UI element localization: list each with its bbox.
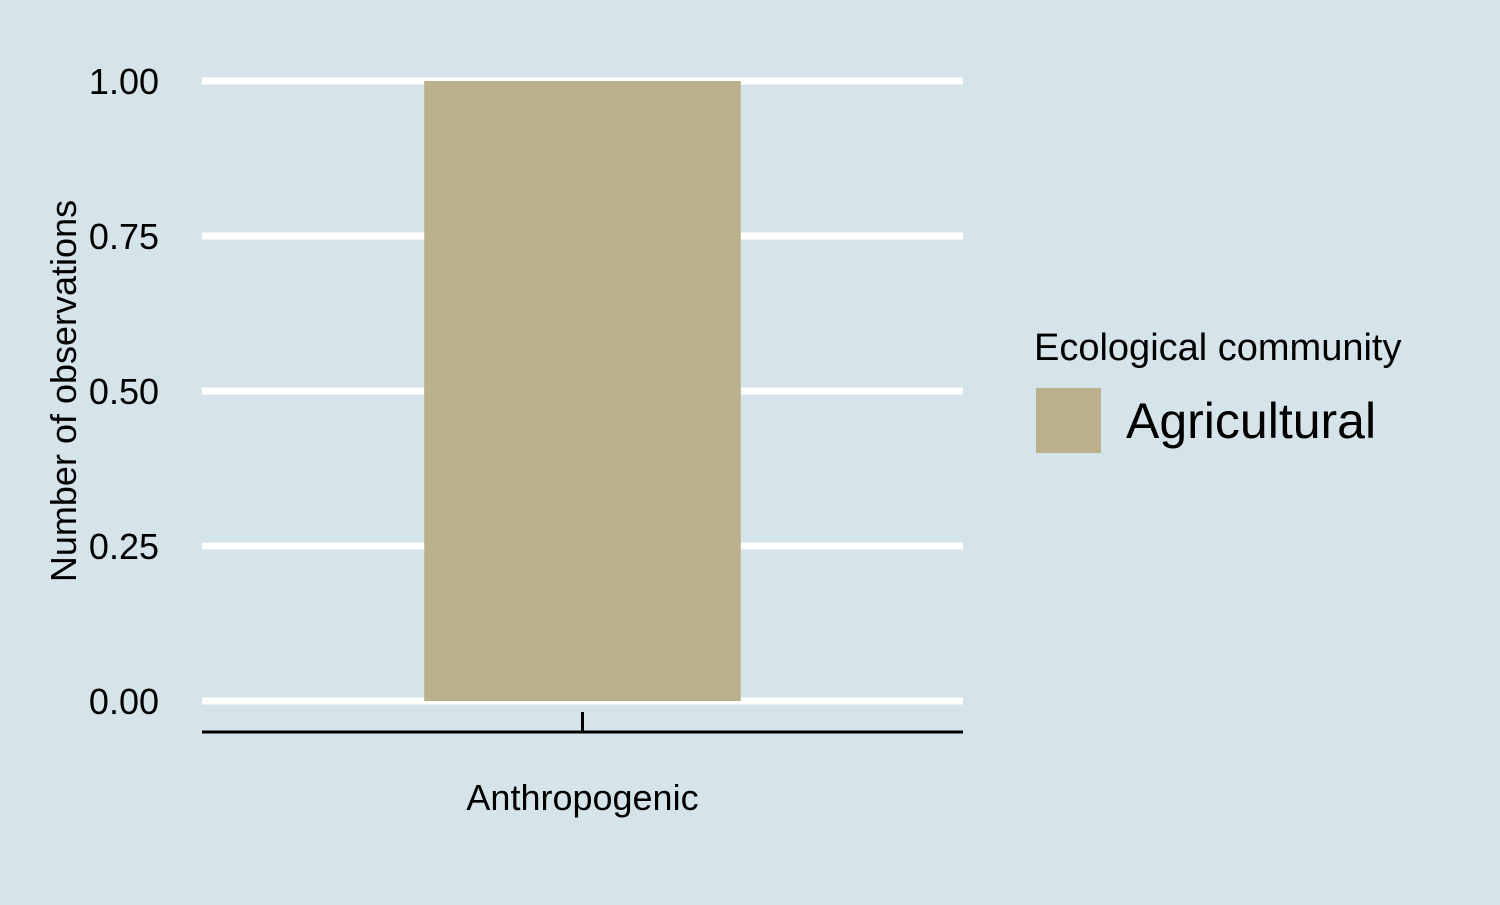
legend-swatch [1036,388,1101,453]
y-tick-label: 0.00 [89,681,159,722]
legend-title: Ecological community [1034,327,1401,369]
legend-label: Agricultural [1126,393,1376,449]
legend-entries: Agricultural [1036,388,1376,453]
y-tick-label: 0.25 [89,526,159,567]
bar [424,81,741,701]
legend: Ecological community Agricultural [1034,327,1401,453]
y-tick-label: 1.00 [89,61,159,102]
y-tick-labels: 0.00 0.25 0.50 0.75 1.00 [89,61,159,722]
y-axis-title: Number of observations [43,200,84,582]
y-tick-label: 0.75 [89,216,159,257]
bars [424,81,741,701]
x-tick-label: Anthropogenic [466,777,698,818]
x-axis: Anthropogenic [202,712,963,818]
y-tick-label: 0.50 [89,371,159,412]
